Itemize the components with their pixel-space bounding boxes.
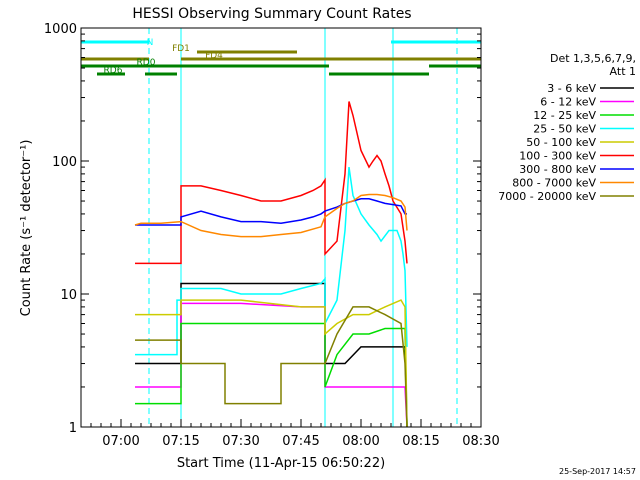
x-axis-label: Start Time (11-Apr-15 06:50:22): [177, 456, 385, 471]
x-tick-label-1: 07:15: [162, 434, 199, 449]
y-axis-label: Count Rate (s⁻¹ detector⁻¹): [19, 140, 34, 317]
series-line-2: [135, 322, 408, 428]
series-line-3: [135, 166, 408, 356]
chart-title: HESSI Observing Summary Count Rates: [132, 6, 411, 22]
legend-header-1: Att 1: [610, 65, 636, 78]
y-axis-ticks: 1 10 100 1000: [44, 22, 481, 436]
legend-label-8: 7000 - 20000 keV: [498, 190, 596, 203]
x-tick-label-2: 07:30: [222, 434, 259, 449]
series-line-4: [135, 299, 408, 428]
y-tick-label-3: 1000: [44, 22, 77, 37]
legend-label-4: 50 - 100 keV: [526, 136, 596, 149]
series-line-8: [135, 306, 408, 428]
x-tick-label-6: 08:30: [462, 434, 499, 449]
status-label-RD0: RD0: [137, 58, 156, 68]
y-tick-label-0: 1: [69, 421, 77, 436]
legend-label-0: 3 - 6 keV: [547, 82, 596, 95]
x-tick-label-4: 08:00: [342, 434, 379, 449]
x-tick-label-3: 07:45: [282, 434, 319, 449]
status-bars: N FD1 FD4 RD0 RD6: [81, 38, 481, 76]
status-label-FD4: FD4: [205, 51, 223, 61]
x-tick-label-0: 07:00: [102, 434, 139, 449]
series-line-7: [134, 193, 408, 238]
status-label-FD1: FD1: [172, 44, 190, 54]
x-axis-ticks: 07:00 07:15 07:30 07:45 08:00 08:15 08:30: [80, 419, 500, 449]
legend-label-7: 800 - 7000 keV: [512, 177, 596, 190]
legend-label-2: 12 - 25 keV: [533, 109, 596, 122]
status-label-RD6: RD6: [104, 66, 123, 76]
x-tick-label-5: 08:15: [402, 434, 439, 449]
plot-data-lines: [80, 28, 458, 428]
legend-label-5: 100 - 300 keV: [519, 150, 596, 163]
y-tick-label-1: 10: [60, 288, 77, 303]
legend-header-0: Det 1,3,5,6,7,9,: [550, 52, 636, 65]
status-label-N: N: [147, 38, 154, 48]
legend-label-3: 25 - 50 keV: [533, 123, 596, 136]
legend-label-1: 6 - 12 keV: [540, 96, 596, 109]
footer-timestamp: 25-Sep-2017 14:57: [559, 467, 636, 476]
series-line-1: [135, 302, 408, 428]
y-tick-label-2: 100: [52, 155, 77, 170]
series-line-5: [135, 101, 408, 265]
series-line-6: [135, 198, 407, 226]
legend-label-6: 300 - 800 keV: [519, 163, 596, 176]
